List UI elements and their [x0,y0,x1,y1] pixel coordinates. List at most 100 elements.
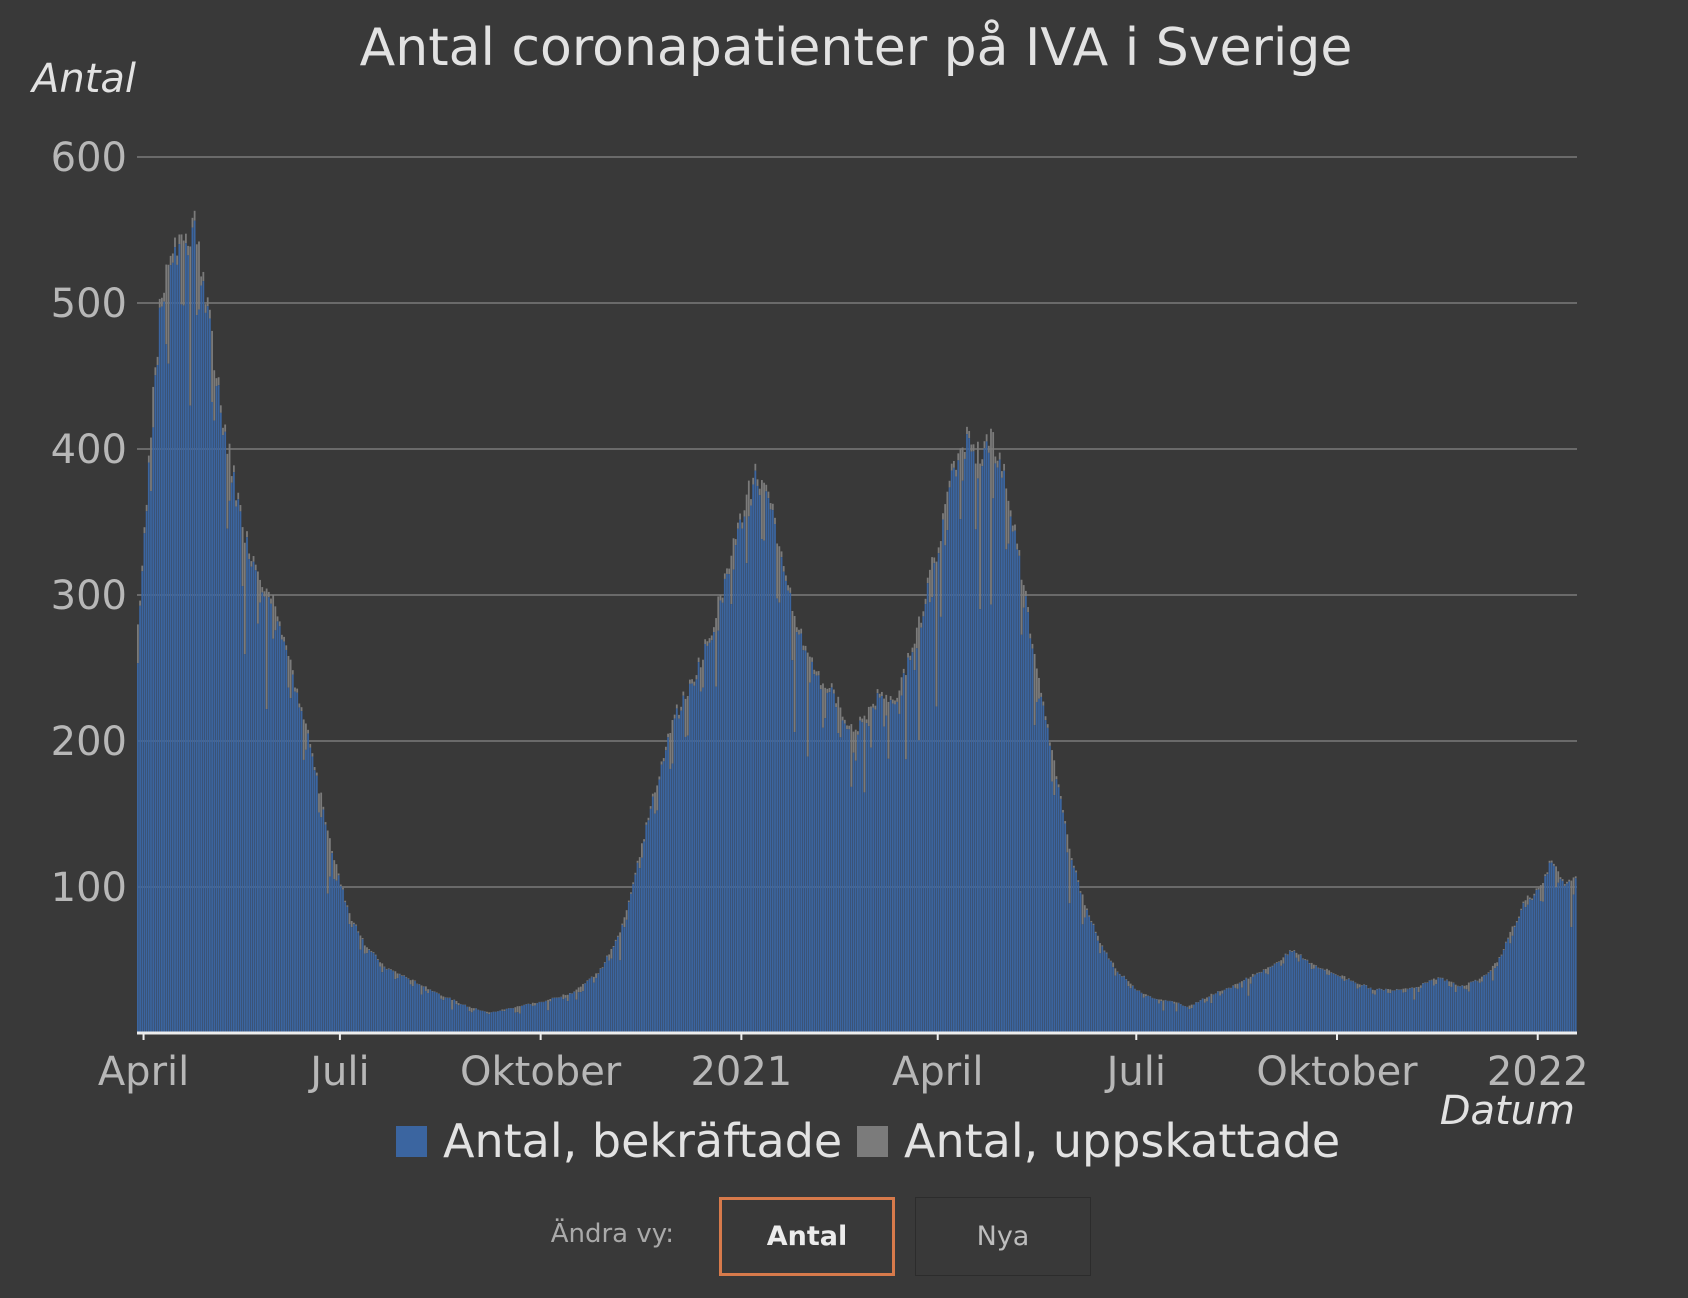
bar-estimated [734,539,737,546]
bar-confirmed [422,986,425,1033]
bar-confirmed [850,786,853,1033]
bar-estimated [765,484,768,492]
bar-confirmed [346,906,349,1033]
bar-estimated [1271,965,1274,967]
bar-confirmed [817,675,820,1033]
bar-confirmed [370,951,373,1033]
bar-estimated [167,264,170,364]
bar-estimated [606,955,608,957]
bar-estimated [1334,974,1337,975]
x-axis-title: Datum [1440,1088,1575,1134]
bar-estimated [145,504,148,512]
bar-confirmed [1079,892,1082,1033]
bar-confirmed [1435,984,1437,1033]
bar-confirmed [586,981,589,1033]
bar-estimated [1190,1004,1193,1009]
bar-estimated [1500,954,1503,956]
bar-confirmed [900,695,903,1033]
bar-confirmed [577,992,580,1033]
bar-confirmed [706,645,709,1033]
bar-confirmed [326,893,329,1033]
bar-confirmed [1147,996,1149,1033]
bar-confirmed [1066,852,1069,1033]
bar-confirmed [560,997,563,1033]
bar-estimated [887,701,890,759]
bar-estimated [778,546,781,603]
bar-confirmed [597,974,600,1033]
bar-estimated [575,989,578,1000]
bar-confirmed [490,1012,493,1033]
bar-confirmed [743,516,746,1033]
bar-confirmed [219,412,222,1034]
view-nya-button[interactable]: Nya [915,1197,1091,1276]
bar-estimated [1099,943,1101,954]
bar-estimated [625,910,628,920]
bar-confirmed [1317,968,1320,1033]
bar-estimated [1053,760,1056,796]
bar-estimated [1400,989,1403,990]
bar-confirmed [1201,998,1204,1033]
bar-estimated [387,968,390,970]
bar-confirmed [970,451,973,1033]
bar-estimated [1563,884,1566,886]
bar-confirmed [630,893,632,1033]
bar-estimated [1256,972,1259,974]
bar-confirmed [1430,980,1433,1033]
bar-estimated [239,505,242,512]
bar-confirmed [1131,985,1134,1033]
bar-confirmed [1286,955,1289,1033]
bar-estimated [601,967,604,969]
bar-confirmed [1186,1007,1189,1033]
bar-confirmed [913,670,916,1033]
bar-confirmed [1293,951,1296,1033]
bar-estimated [143,527,146,534]
bar-estimated [632,882,635,885]
view-antal-button[interactable]: Antal [719,1197,895,1276]
bar-confirmed [398,974,401,1033]
x-axis: April Juli Oktober 2021 April Juli Oktober 2022 [98,1033,1589,1095]
y-tick-label: 300 [51,573,127,619]
bar-estimated [1251,973,1254,977]
bar-confirmed [632,884,635,1033]
bar-confirmed [291,674,294,1033]
bar-estimated [1515,921,1518,923]
bar-estimated [1162,1000,1165,1011]
y-axis: 100 200 300 400 500 600 [51,135,127,911]
bar-estimated [1273,963,1276,965]
bar-estimated [614,939,617,941]
bar-confirmed [686,735,689,1033]
bar-estimated [248,553,251,560]
bar-confirmed [566,1001,569,1033]
bar-estimated [612,946,615,948]
bar-confirmed [809,682,811,1033]
bar-estimated [1402,988,1405,993]
bar-confirmed [1125,979,1128,1033]
bar-confirmed [915,648,918,1033]
bar-estimated [1134,988,1136,990]
bar-estimated [1566,881,1568,884]
bar-estimated [1430,979,1433,981]
bar-confirmed [579,992,582,1033]
bar-confirmed [948,487,951,1033]
bar-estimated [920,622,923,628]
bar-confirmed [654,813,656,1033]
bar-confirmed [1251,976,1254,1033]
bar-confirmed [309,747,312,1033]
bar-confirmed [1169,1001,1171,1033]
bar-estimated [1293,950,1296,952]
bar-estimated [1145,994,1147,997]
bar-confirmed [451,1009,453,1033]
bar-estimated [1258,972,1261,973]
bar-confirmed [660,764,663,1033]
bar-confirmed [150,491,152,1033]
bar-estimated [802,645,805,651]
bar-confirmed [431,991,434,1033]
bar-confirmed [1413,999,1416,1033]
bar-confirmed [261,592,264,1033]
bar-confirmed [217,385,220,1033]
bar-confirmed [1289,951,1291,1033]
bar-estimated [1049,742,1051,746]
bar-estimated [1306,959,1309,961]
bar-confirmed [1230,988,1232,1033]
bar-confirmed [1389,993,1392,1033]
